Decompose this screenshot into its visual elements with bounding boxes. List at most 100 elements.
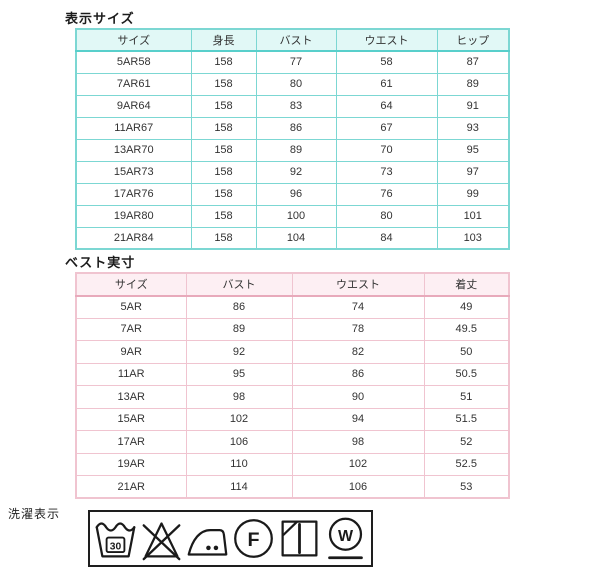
table-cell: 9AR64 — [75, 94, 192, 118]
table-cell: 13AR70 — [75, 138, 192, 162]
column-header: ヒップ — [436, 28, 510, 52]
table-row: 19AR80 158 100 80 101 — [75, 204, 510, 228]
table-cell: 80 — [255, 72, 337, 96]
table-cell: 15AR73 — [75, 160, 192, 184]
table-cell: 98 — [291, 430, 425, 454]
table-cell: 106 — [291, 475, 425, 499]
table-cell: 89 — [436, 72, 510, 96]
table-cell: 82 — [291, 340, 425, 364]
table-cell: 11AR67 — [75, 116, 192, 140]
table-row: 9AR64 158 83 64 91 — [75, 94, 510, 118]
table-row: 9AR 92 82 50 — [75, 340, 510, 364]
table-cell: 101 — [436, 204, 510, 228]
table-cell: 49.5 — [423, 317, 510, 341]
table-cell: 158 — [190, 72, 257, 96]
table-cell: 51.5 — [423, 407, 510, 431]
table-cell: 97 — [436, 160, 510, 184]
column-header: 着丈 — [423, 272, 510, 297]
table-cell: 87 — [436, 50, 510, 74]
shade-hang-dry-icon — [281, 520, 318, 557]
table-cell: 99 — [436, 182, 510, 206]
table-row: 17AR76 158 96 76 99 — [75, 182, 510, 206]
vest-actual-size-table: サイズ バスト ウエスト 着丈 5AR 86 74 49 7AR 89 78 49.5 9AR 92 82… — [75, 272, 510, 499]
table-cell: 5AR — [75, 295, 187, 319]
table-cell: 61 — [335, 72, 438, 96]
table-cell: 158 — [190, 182, 257, 206]
table-cell: 92 — [255, 160, 337, 184]
table-cell: 21AR — [75, 475, 187, 499]
display-size-table: サイズ 身長 バスト ウエスト ヒップ 5AR58 158 77 58 87 7AR61 158 80… — [75, 28, 510, 250]
table-cell: 50.5 — [423, 362, 510, 386]
table-cell: 76 — [335, 182, 438, 206]
table-cell: 98 — [185, 385, 293, 409]
column-header: ウエスト — [335, 28, 438, 52]
table-cell: 11AR — [75, 362, 187, 386]
iron-two-dots-icon — [187, 528, 228, 556]
table-row: 19AR 110 102 52.5 — [75, 452, 510, 476]
table-cell: 13AR — [75, 385, 187, 409]
table-row: 15AR73 158 92 73 97 — [75, 160, 510, 184]
care-symbols-box: 30 F W — [88, 510, 373, 567]
table-cell: 104 — [255, 226, 337, 250]
care-symbols-label: 洗濯表示 — [8, 507, 61, 521]
column-header: サイズ — [75, 28, 192, 52]
column-header: 身長 — [190, 28, 257, 52]
table-row: 5AR 86 74 49 — [75, 295, 510, 319]
table-cell: 80 — [335, 204, 438, 228]
table-cell: 86 — [185, 295, 293, 319]
table-cell: 86 — [255, 116, 337, 140]
table-cell: 74 — [291, 295, 425, 319]
table-cell: 103 — [436, 226, 510, 250]
column-header: バスト — [255, 28, 337, 52]
table-cell: 77 — [255, 50, 337, 74]
table-row: 5AR58 158 77 58 87 — [75, 50, 510, 74]
table-cell: 158 — [190, 116, 257, 140]
table-cell: 49 — [423, 295, 510, 319]
table-cell: 114 — [185, 475, 293, 499]
table-cell: 158 — [190, 138, 257, 162]
column-header: ウエスト — [291, 272, 425, 297]
table-cell: 52 — [423, 430, 510, 454]
table-cell: 19AR80 — [75, 204, 192, 228]
table-cell: 89 — [185, 317, 293, 341]
table-cell: 158 — [190, 94, 257, 118]
table-cell: 7AR61 — [75, 72, 192, 96]
table-cell: 89 — [255, 138, 337, 162]
table-cell: 110 — [185, 452, 293, 476]
table-cell: 90 — [291, 385, 425, 409]
svg-text:W: W — [338, 528, 354, 545]
table-row: 11AR 95 86 50.5 — [75, 362, 510, 386]
column-header: バスト — [185, 272, 293, 297]
svg-text:30: 30 — [110, 541, 122, 552]
table-cell: 93 — [436, 116, 510, 140]
svg-text:F: F — [247, 529, 259, 551]
table-row: 7AR61 158 80 61 89 — [75, 72, 510, 96]
header-row: サイズ 身長 バスト ウエスト ヒップ — [75, 28, 510, 52]
table-cell: 106 — [185, 430, 293, 454]
table-cell: 70 — [335, 138, 438, 162]
table-row: 7AR 89 78 49.5 — [75, 317, 510, 341]
header-row: サイズ バスト ウエスト 着丈 — [75, 272, 510, 297]
dry-clean-f-icon: F — [234, 519, 273, 558]
table-cell: 58 — [335, 50, 438, 74]
size-table-title: 表示サイズ — [65, 11, 135, 26]
table-cell: 100 — [255, 204, 337, 228]
table-cell: 53 — [423, 475, 510, 499]
table-cell: 67 — [335, 116, 438, 140]
table-cell: 50 — [423, 340, 510, 364]
table-cell: 64 — [335, 94, 438, 118]
table-cell: 158 — [190, 50, 257, 74]
table-row: 11AR67 158 86 67 93 — [75, 116, 510, 140]
table-row: 15AR 102 94 51.5 — [75, 407, 510, 431]
table-cell: 15AR — [75, 407, 187, 431]
wet-clean-w-icon: W — [328, 517, 363, 560]
table-cell: 96 — [255, 182, 337, 206]
table-cell: 21AR84 — [75, 226, 192, 250]
do-not-bleach-icon — [142, 522, 181, 561]
table-cell: 158 — [190, 160, 257, 184]
vest-table-title: ベスト実寸 — [65, 255, 136, 270]
table-cell: 73 — [335, 160, 438, 184]
table-row: 17AR 106 98 52 — [75, 430, 510, 454]
table-cell: 17AR76 — [75, 182, 192, 206]
